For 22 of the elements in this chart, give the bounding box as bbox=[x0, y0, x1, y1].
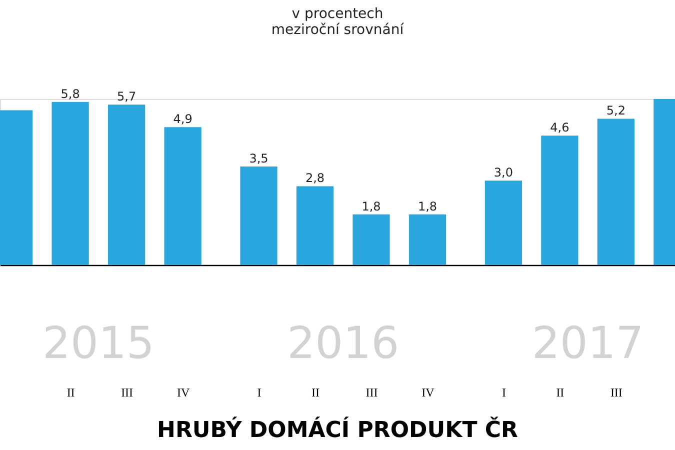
data-label: 1,8 bbox=[362, 199, 381, 214]
x-tick-label: II bbox=[312, 386, 320, 400]
x-tick-label: III bbox=[610, 386, 622, 400]
data-label: 5,7 bbox=[117, 90, 136, 104]
x-tick-label: IV bbox=[176, 386, 190, 400]
x-tick-label: II bbox=[66, 386, 75, 400]
x-tick-label: I bbox=[257, 386, 262, 400]
chart-subtitle: v procentech meziroční srovnání bbox=[271, 6, 405, 38]
x-tick-label: III bbox=[121, 386, 134, 400]
data-label: 4,6 bbox=[550, 120, 570, 135]
data-label: 1,8 bbox=[418, 199, 438, 214]
x-tick-label: III bbox=[366, 386, 378, 400]
data-label: 5,8 bbox=[60, 86, 80, 101]
data-label: 2,8 bbox=[305, 171, 325, 186]
x-tick-label: II bbox=[556, 386, 564, 400]
data-label: 3,0 bbox=[494, 166, 513, 180]
data-label: 4,9 bbox=[173, 112, 192, 126]
data-label: 5,2 bbox=[606, 104, 626, 118]
data-label: 3,5 bbox=[249, 152, 268, 166]
x-tick-label: I bbox=[502, 386, 506, 400]
text: HRUBÝ DOMÁCÍ PRODUKT ČR bbox=[157, 416, 518, 443]
x-tick-label: IV bbox=[422, 386, 435, 400]
